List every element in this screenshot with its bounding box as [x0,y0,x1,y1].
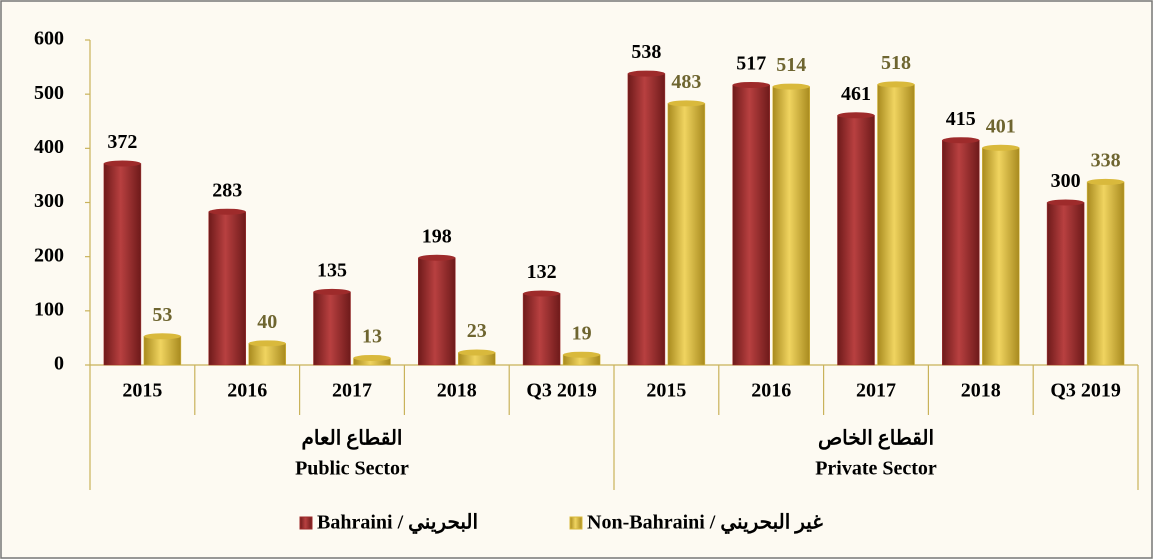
bar [248,343,286,366]
bar-top [1087,178,1125,185]
group-label: Private Sector [815,458,937,480]
data-label: 283 [212,179,242,201]
data-label: 415 [946,108,976,130]
bar [103,163,142,366]
data-label: 198 [422,225,452,247]
data-label: 338 [1091,150,1121,172]
legend-label: Bahraini / البحريني [317,512,478,535]
bar [877,84,915,366]
x-tick-label: 2018 [437,380,477,402]
bar [667,103,706,366]
data-label: 132 [527,261,557,283]
data-label: 517 [736,53,766,75]
bar [1086,181,1125,366]
bar [627,73,666,366]
data-label: 300 [1051,170,1081,192]
x-tick-label: 2016 [751,380,791,402]
x-tick-label: Q3 2019 [1050,380,1121,402]
legend-swatch [569,516,583,530]
bar-top [667,100,705,107]
data-label: 401 [986,115,1016,137]
bar-top [877,81,915,88]
bar-top [143,333,181,340]
bar-top [418,254,456,261]
x-tick-label: 2017 [856,380,896,402]
bar-top [837,112,875,119]
bar [418,257,456,366]
data-label: 461 [841,83,871,105]
bar-top [1047,199,1085,206]
bar [837,115,875,366]
y-tick-label: 600 [34,28,64,50]
x-tick-label: 2015 [646,380,686,402]
group-label-ar: القطاع العام [302,428,403,451]
bar-top [248,340,286,347]
bar [732,84,770,366]
bar-top [353,354,391,361]
group-label-ar: القطاع الخاص [818,428,934,451]
bar [942,139,980,366]
bar-top [208,208,246,215]
y-tick-label: 200 [34,244,64,266]
bar-top [563,351,601,358]
y-tick-label: 300 [34,190,64,212]
x-tick-label: Q3 2019 [526,380,597,402]
data-label: 483 [671,71,701,93]
x-tick-label: 2017 [332,380,372,402]
bar [143,336,182,366]
data-label: 23 [467,320,487,342]
bar-top [942,137,980,144]
bar-top [627,70,665,77]
bar-top [772,83,810,90]
bar-top [103,160,141,167]
y-tick-label: 0 [54,353,64,375]
bar-top [313,288,351,295]
legend-swatch [299,516,313,530]
x-tick-label: 2018 [961,380,1001,402]
data-label: 40 [257,311,277,333]
legend-label: Non-Bahraini / غير البحريني [587,512,823,535]
y-tick-label: 100 [34,298,64,320]
bar-top [523,290,561,297]
x-tick-label: 2016 [227,380,267,402]
data-label: 135 [317,259,347,281]
bar [208,211,246,366]
data-label: 13 [362,326,382,348]
bar [313,291,351,366]
bar [522,293,561,366]
data-label: 19 [572,322,592,344]
data-label: 518 [881,52,911,74]
group-label: Public Sector [295,458,409,480]
bar [1046,202,1085,366]
bar-top [732,81,770,88]
y-tick-label: 400 [34,136,64,158]
x-tick-label: 2015 [122,380,162,402]
bar-top [458,349,496,356]
bar-top [982,144,1020,151]
data-label: 538 [631,41,661,63]
data-label: 53 [152,304,172,326]
data-label: 514 [776,54,806,76]
bar [982,147,1020,366]
y-tick-label: 500 [34,82,64,104]
bar [772,86,810,366]
data-label: 372 [107,131,137,153]
